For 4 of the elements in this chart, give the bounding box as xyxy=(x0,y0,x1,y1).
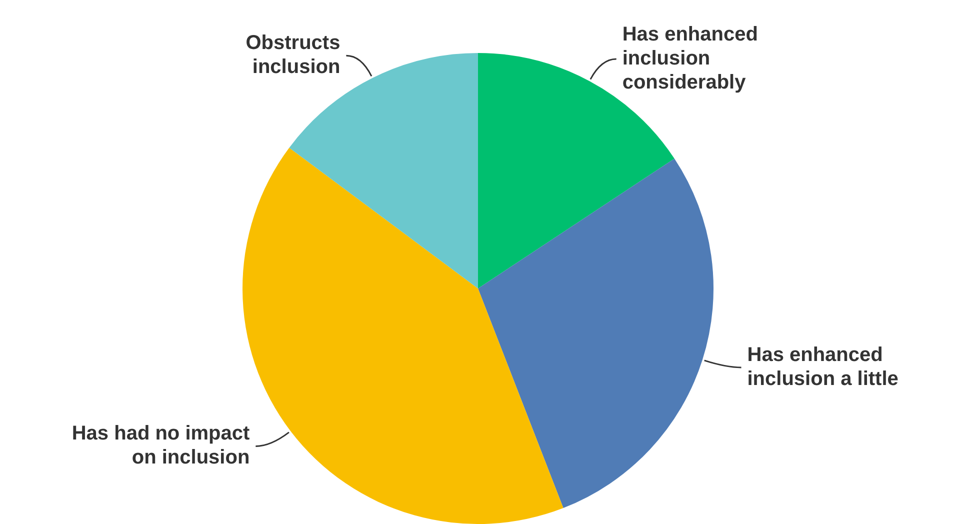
slice-label: Obstructs inclusion xyxy=(246,32,340,78)
slice-label: Has enhanced inclusion considerably xyxy=(622,24,758,94)
slice-label: Has enhanced inclusion a little xyxy=(747,344,898,390)
slice-label: Has had no impact on inclusion xyxy=(72,422,250,469)
